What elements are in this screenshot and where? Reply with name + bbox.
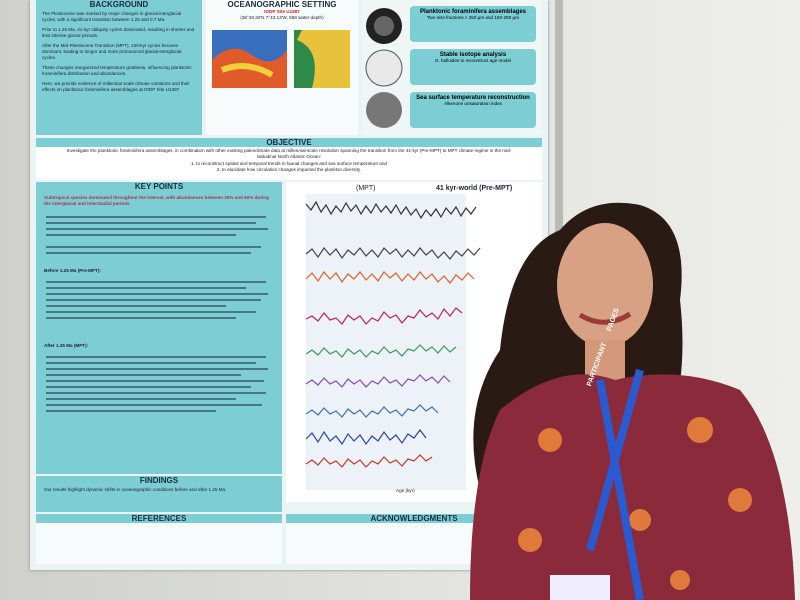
text-lines xyxy=(46,356,268,412)
person xyxy=(470,202,795,600)
heading: REFERENCES xyxy=(36,514,282,523)
coords: (36°48.32'N 7°43.13'W, 558 water depth) xyxy=(240,14,324,20)
method-title: Planktonic foraminifera assemblages xyxy=(419,9,527,15)
text-lines xyxy=(46,281,268,319)
objective-point: 2. to elucidate how circulation changes … xyxy=(216,166,362,172)
heading: BACKGROUND xyxy=(89,0,149,9)
heading: ACKNOWLEDGMENTS xyxy=(286,514,542,523)
paragraph: Prior to 1.25 Ma, 41-kyr obliquity cycle… xyxy=(42,26,195,38)
objective-text: Investigate the planktonic foraminifera … xyxy=(66,148,512,159)
background-panel: BACKGROUND The Pleistocene was marked by… xyxy=(36,0,202,135)
figure-label: (MPT) xyxy=(356,185,376,192)
subheading: Before 1.25 Ma (Pre-MPT): xyxy=(44,267,101,273)
objective-point: 1. to reconstruct spatial and temporal t… xyxy=(191,160,387,166)
site: IODP Site U1387 xyxy=(264,9,300,14)
heading: OBJECTIVE xyxy=(36,138,542,147)
text-lines xyxy=(46,216,268,254)
method-text: G. bulloides to reconstruct age model xyxy=(434,58,512,63)
findings-panel: FINDINGS Our results highlight dynamic s… xyxy=(36,476,282,512)
method-box: Stable isotope analysis G. bulloides to r… xyxy=(410,49,536,85)
subheading: After 1.25 Ma (MPT): xyxy=(44,342,89,348)
method-box: Planktonic foraminifera assemblages Two s… xyxy=(410,6,536,42)
method-box: Sea surface temperature reconstruction Al… xyxy=(410,92,536,128)
background-text: The Pleistocene was marked by major chan… xyxy=(36,9,202,99)
objective-panel: OBJECTIVE Investigate the planktonic for… xyxy=(36,138,542,180)
foram-images xyxy=(365,8,403,128)
method-title: Sea surface temperature reconstruction xyxy=(416,95,530,101)
paragraph: These changes reorganized temperature gr… xyxy=(42,64,192,76)
poster: BACKGROUND The Pleistocene was marked by… xyxy=(30,0,548,570)
setting-panel: OCEANOGRAPHIC SETTING IODP Site U1387 (3… xyxy=(206,0,358,135)
maps xyxy=(212,30,350,88)
heading: OCEANOGRAPHIC SETTING xyxy=(227,0,337,9)
paragraph: Here, we provide evidence of millennial … xyxy=(42,80,190,92)
paragraph: After the Mid-Pleistocene Transition (MP… xyxy=(42,42,182,60)
lead: Subtropical species dominated throughout… xyxy=(44,195,269,206)
heading: KEY POINTS xyxy=(134,182,184,191)
method-title: Stable isotope analysis xyxy=(439,52,507,58)
method-text: Two size fractions > 250 µm and 150-250 … xyxy=(427,15,519,20)
figure-axis-label: Age (kyr) xyxy=(396,488,415,493)
figure-plots xyxy=(305,194,481,490)
objective-points: 1. to reconstruct spatial and temporal t… xyxy=(36,161,542,173)
keypoints-panel: KEY POINTS Subtropical species dominated… xyxy=(36,182,282,474)
figure-panel: (MPT) 41 kyr-world (Pre-MPT) Age (kyr) xyxy=(286,182,542,502)
methods-panel: Planktonic foraminifera assemblages Two s… xyxy=(362,0,542,135)
findings-text: Our results highlight dynamic shifts in … xyxy=(44,487,227,492)
method-text: Alkenone unsaturation index xyxy=(444,101,502,106)
paragraph: The Pleistocene was marked by major chan… xyxy=(42,11,182,22)
figure-label: 41 kyr-world (Pre-MPT) xyxy=(436,185,513,192)
heading: FINDINGS xyxy=(139,476,179,485)
references-panel: REFERENCES xyxy=(36,514,282,564)
